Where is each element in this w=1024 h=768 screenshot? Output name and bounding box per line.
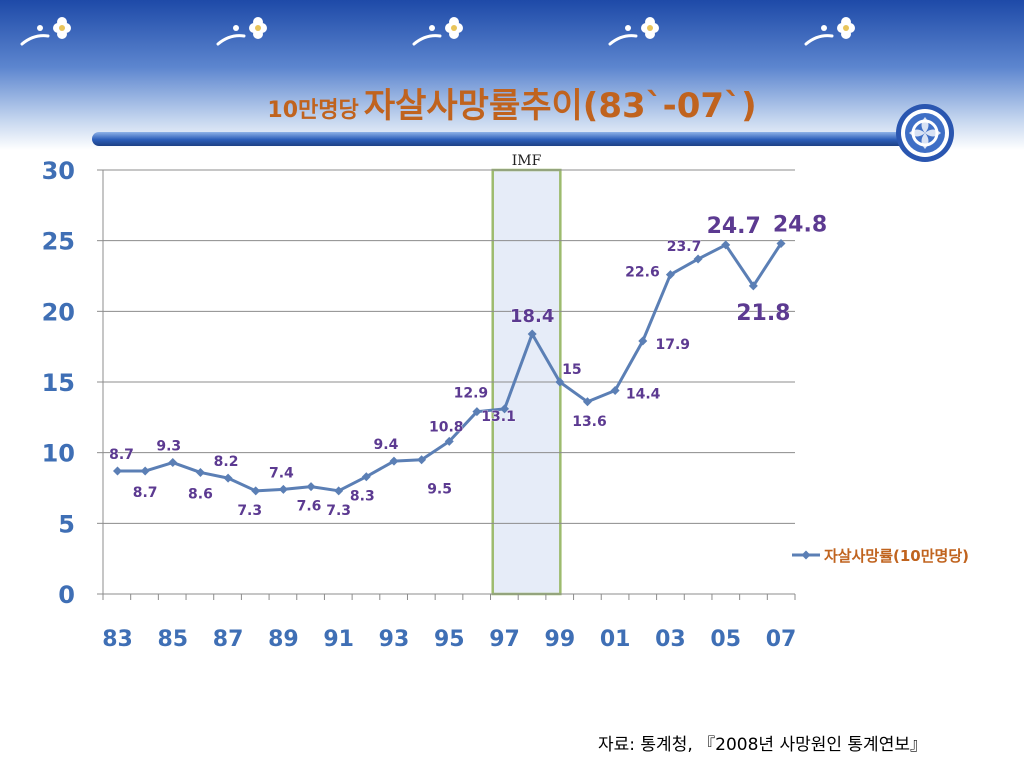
data-point xyxy=(223,473,233,483)
source-note: 자료: 통계청, 『2008년 사망원인 통계연보』 xyxy=(598,735,927,755)
data-point xyxy=(140,466,150,476)
x-tick-label: 83 xyxy=(102,627,133,652)
data-point xyxy=(582,397,592,407)
data-point xyxy=(748,281,758,291)
data-label: 7.4 xyxy=(269,465,294,481)
emblem-icon xyxy=(896,104,954,162)
data-point xyxy=(721,240,731,250)
legend-label: 자살사망률(10만명당) xyxy=(824,547,969,565)
data-label: 21.8 xyxy=(736,301,790,326)
x-tick-label: 07 xyxy=(766,627,797,652)
legend-marker xyxy=(801,550,811,560)
data-point xyxy=(665,270,675,280)
data-label: 8.7 xyxy=(109,447,134,463)
data-label: 24.8 xyxy=(773,212,827,237)
data-point xyxy=(472,407,482,417)
x-tick-label: 93 xyxy=(379,627,410,652)
data-point xyxy=(113,466,122,476)
y-tick-label: 0 xyxy=(58,581,75,609)
data-point xyxy=(389,456,399,466)
data-point xyxy=(500,404,510,414)
x-tick-label: 05 xyxy=(710,627,741,652)
x-tick-label: 01 xyxy=(600,627,631,652)
data-label: 24.7 xyxy=(707,214,761,239)
x-tick-label: 03 xyxy=(655,627,686,652)
data-label: 9.4 xyxy=(374,437,399,453)
x-tick-label: 85 xyxy=(157,627,188,652)
header-band xyxy=(0,0,1024,150)
data-label: 9.5 xyxy=(427,482,452,498)
x-tick-label: 87 xyxy=(213,627,244,652)
y-tick-label: 20 xyxy=(42,298,75,326)
y-tick-label: 5 xyxy=(58,510,75,538)
x-tick-label: 89 xyxy=(268,627,299,652)
y-tick-label: 25 xyxy=(42,228,75,256)
data-label: 12.9 xyxy=(454,386,489,402)
data-label: 7.3 xyxy=(237,503,262,519)
data-label: 8.6 xyxy=(188,486,213,502)
data-point xyxy=(195,467,205,477)
y-tick-label: 10 xyxy=(42,440,75,468)
title-underline-bar xyxy=(92,132,912,146)
data-label: 13.6 xyxy=(572,414,607,430)
flower-icon xyxy=(20,17,71,46)
data-label: 22.6 xyxy=(625,265,660,281)
data-point xyxy=(693,254,703,264)
data-point xyxy=(776,238,786,248)
data-label: 7.6 xyxy=(297,499,322,515)
imf-label: IMF xyxy=(512,153,542,169)
data-label: 15 xyxy=(562,362,581,378)
data-point xyxy=(168,458,178,468)
data-point xyxy=(306,482,316,492)
data-point xyxy=(361,472,371,482)
flower-icon xyxy=(216,17,267,46)
data-label: 8.3 xyxy=(350,489,375,505)
data-label: 17.9 xyxy=(655,337,690,353)
data-point xyxy=(251,486,261,496)
slide-title: 10만명당 자살사망률추이(83`-07`) xyxy=(0,78,1024,127)
data-label: 10.8 xyxy=(429,419,464,435)
data-point xyxy=(278,484,288,494)
x-tick-label: 95 xyxy=(434,627,465,652)
data-label: 14.4 xyxy=(626,386,661,402)
flower-icon xyxy=(412,17,463,46)
data-label: 7.3 xyxy=(326,503,351,519)
data-point xyxy=(638,336,648,346)
data-point xyxy=(527,329,537,339)
y-tick-label: 15 xyxy=(42,369,75,397)
data-point xyxy=(610,385,620,395)
data-point xyxy=(444,436,454,446)
flower-icon xyxy=(608,17,659,46)
data-label: 8.7 xyxy=(133,485,158,501)
x-tick-label: 91 xyxy=(323,627,354,652)
data-label: 18.4 xyxy=(510,306,554,327)
data-point xyxy=(555,377,565,387)
data-label: 13.1 xyxy=(481,409,516,425)
data-label: 8.2 xyxy=(214,454,239,470)
y-tick-label: 30 xyxy=(42,157,75,185)
x-tick-label: 97 xyxy=(489,627,520,652)
title-main: 자살사망률추이(83`-07`) xyxy=(363,86,757,126)
data-point xyxy=(334,486,344,496)
flower-icon xyxy=(804,17,855,46)
x-tick-label: 99 xyxy=(545,627,576,652)
data-label: 9.3 xyxy=(156,439,181,455)
data-point xyxy=(417,455,427,465)
title-prefix: 10만명당 xyxy=(267,98,359,123)
data-label: 23.7 xyxy=(667,239,702,255)
